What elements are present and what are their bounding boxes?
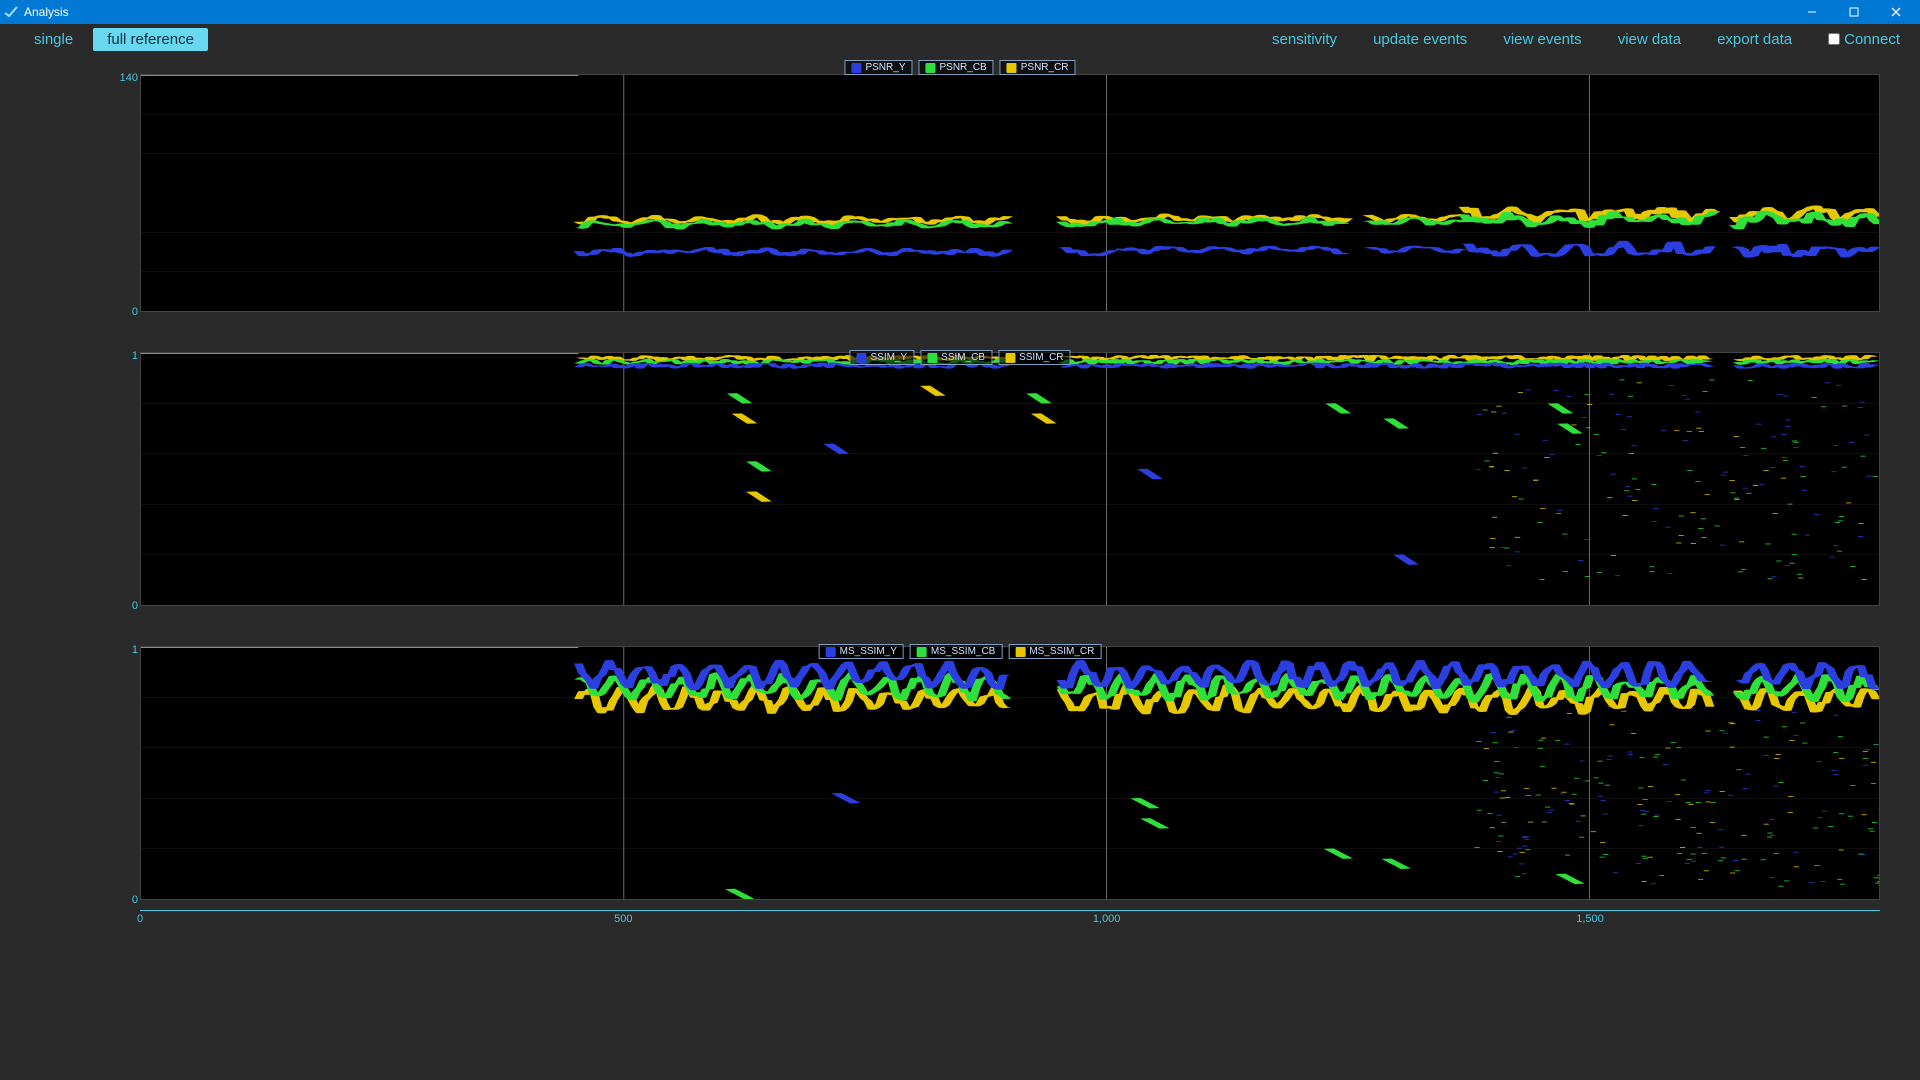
legend-swatch: [851, 63, 861, 73]
legend-item-ssim-1[interactable]: SSIM_CB: [920, 350, 992, 365]
legend-item-msssim-1[interactable]: MS_SSIM_CB: [910, 644, 1002, 659]
menubar: single full reference sensitivity update…: [0, 24, 1920, 54]
app-icon: [4, 5, 18, 19]
menu-view-events[interactable]: view events: [1503, 31, 1581, 48]
legend-item-ssim-2[interactable]: SSIM_CR: [998, 350, 1070, 365]
legend-item-msssim-2[interactable]: MS_SSIM_CR: [1008, 644, 1101, 659]
legend-label: SSIM_CR: [1019, 352, 1063, 363]
window-title: Analysis: [24, 5, 69, 19]
y-min-label: 0: [132, 894, 138, 906]
legend-label: SSIM_CB: [941, 352, 985, 363]
legend-swatch: [925, 63, 935, 73]
legend-swatch: [856, 353, 866, 363]
legend-label: SSIM_Y: [870, 352, 907, 363]
legend-item-psnr-0[interactable]: PSNR_Y: [844, 60, 912, 75]
legend-label: PSNR_Y: [865, 62, 905, 73]
charts-container: PSNR_YPSNR_CBPSNR_CR1400SSIM_YSSIM_CBSSI…: [0, 54, 1920, 938]
tab-full-reference[interactable]: full reference: [93, 28, 208, 51]
menu-update-events[interactable]: update events: [1373, 31, 1467, 48]
menu-view-data[interactable]: view data: [1618, 31, 1681, 48]
y-min-label: 0: [132, 306, 138, 318]
plot-area-ssim[interactable]: [140, 352, 1880, 606]
x-tick: 1,500: [1576, 913, 1604, 925]
legend-item-ssim-0[interactable]: SSIM_Y: [849, 350, 914, 365]
plot-area-msssim[interactable]: [140, 646, 1880, 900]
tab-single[interactable]: single: [20, 28, 87, 51]
chart-panel-ssim: SSIM_Y SSIM_CB SSIM_CR 1 0: [20, 352, 1900, 616]
legend-swatch: [1005, 353, 1015, 363]
y-max-label: 140: [120, 72, 138, 84]
legend-item-msssim-0[interactable]: MS_SSIM_Y: [819, 644, 904, 659]
x-tick: 1,000: [1093, 913, 1121, 925]
menu-export-data[interactable]: export data: [1717, 31, 1792, 48]
x-tick: 0: [137, 913, 143, 925]
x-tick: 500: [614, 913, 632, 925]
legend-item-psnr-2[interactable]: PSNR_CR: [1000, 60, 1076, 75]
connect-checkbox[interactable]: Connect: [1828, 31, 1900, 48]
legend-swatch: [917, 647, 927, 657]
legend-label: PSNR_CR: [1021, 62, 1069, 73]
legend-psnr: PSNR_Y PSNR_CB PSNR_CR: [844, 60, 1075, 75]
close-button[interactable]: [1876, 0, 1916, 24]
legend-msssim: MS_SSIM_Y MS_SSIM_CB MS_SSIM_CR: [819, 644, 1102, 659]
y-min-label: 0: [132, 600, 138, 612]
y-max-label: 1: [132, 644, 138, 656]
chart-panel-psnr: PSNR_Y PSNR_CB PSNR_CR 140 0: [20, 58, 1900, 322]
legend-swatch: [927, 353, 937, 363]
maximize-button[interactable]: [1834, 0, 1874, 24]
x-axis: 0 500 1,000 1,500: [140, 910, 1880, 938]
legend-label: MS_SSIM_Y: [840, 646, 897, 657]
plot-area-psnr[interactable]: [140, 74, 1880, 312]
legend-label: MS_SSIM_CB: [931, 646, 995, 657]
connect-checkbox-input[interactable]: [1828, 33, 1840, 45]
titlebar: Analysis: [0, 0, 1920, 24]
menu-sensitivity[interactable]: sensitivity: [1272, 31, 1337, 48]
legend-item-psnr-1[interactable]: PSNR_CB: [918, 60, 993, 75]
connect-label: Connect: [1844, 31, 1900, 48]
y-max-label: 1: [132, 350, 138, 362]
chart-panel-msssim: MS_SSIM_Y MS_SSIM_CB MS_SSIM_CR 1 0: [20, 646, 1900, 910]
legend-swatch: [826, 647, 836, 657]
legend-ssim: SSIM_Y SSIM_CB SSIM_CR: [849, 350, 1070, 365]
minimize-button[interactable]: [1792, 0, 1832, 24]
legend-swatch: [1007, 63, 1017, 73]
legend-label: PSNR_CB: [939, 62, 986, 73]
legend-label: MS_SSIM_CR: [1029, 646, 1094, 657]
legend-swatch: [1015, 647, 1025, 657]
